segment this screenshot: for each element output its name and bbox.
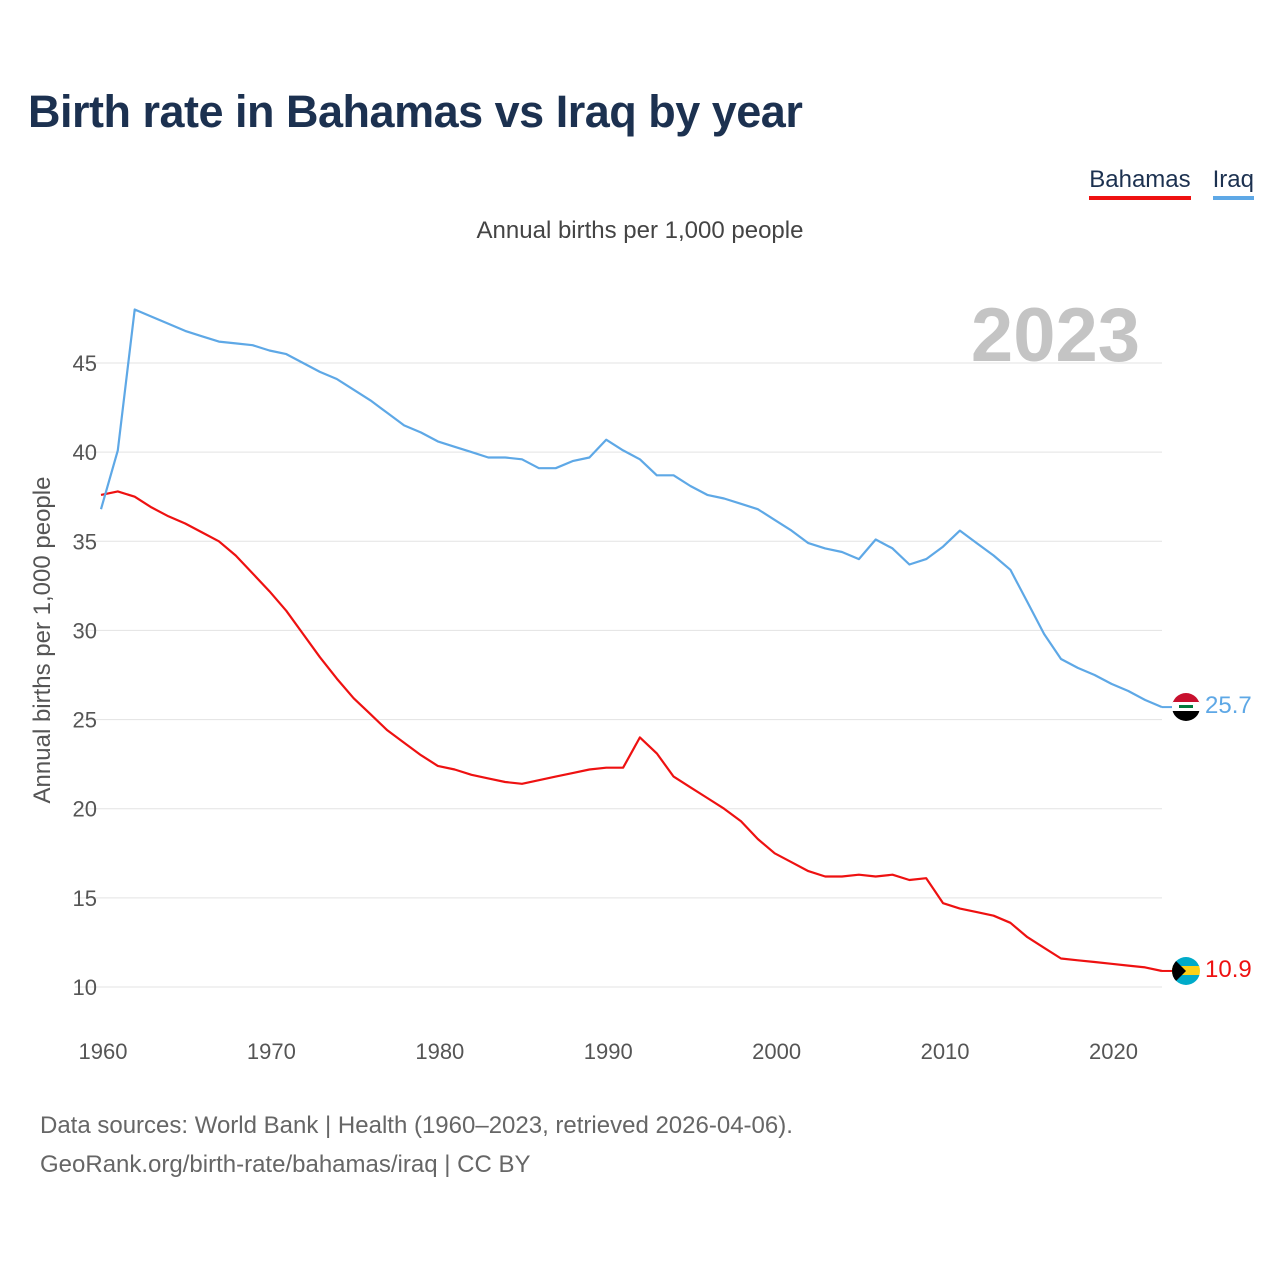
legend: Bahamas Iraq [1089, 166, 1254, 200]
x-tick-label: 1980 [415, 1039, 464, 1064]
y-tick-label: 10 [73, 975, 97, 1000]
footer: Data sources: World Bank | Health (1960–… [40, 1106, 793, 1184]
x-tick-label: 2010 [921, 1039, 970, 1064]
footer-link[interactable]: GeoRank.org/birth-rate/bahamas/iraq | CC… [40, 1151, 531, 1178]
iraq-flag-icon [1172, 693, 1200, 721]
y-tick-label: 30 [73, 618, 97, 643]
bahamas-flag-icon [1172, 957, 1200, 985]
x-tick-label: 1990 [584, 1039, 633, 1064]
y-tick-label: 35 [73, 529, 97, 554]
x-tick-label: 2000 [752, 1039, 801, 1064]
x-tick-label: 2020 [1089, 1039, 1138, 1064]
legend-item-iraq[interactable]: Iraq [1212, 166, 1254, 200]
legend-item-bahamas[interactable]: Bahamas [1089, 166, 1191, 200]
series-line-bahamas [100, 490, 1163, 973]
series-line-iraq [99, 308, 1163, 709]
y-axis-ticks: 10 15 20 25 30 35 40 45 [73, 351, 97, 1000]
y-tick-label: 15 [73, 886, 97, 911]
current-year-label: 2023 [971, 293, 1140, 378]
grid-lines [75, 362, 1162, 988]
y-tick-label: 20 [73, 797, 97, 822]
chart-title: Birth rate in Bahamas vs Iraq by year [28, 86, 803, 137]
bahamas-end-value: 10.9 [1205, 956, 1252, 983]
y-tick-label: 45 [73, 351, 97, 376]
x-tick-label: 1960 [79, 1039, 128, 1064]
x-tick-label: 1970 [247, 1039, 296, 1064]
y-tick-label: 25 [73, 708, 97, 733]
iraq-end-value: 25.7 [1205, 692, 1252, 719]
chart-subtitle: Annual births per 1,000 people [476, 217, 804, 244]
series-lines [99, 308, 1172, 973]
y-axis-label: Annual births per 1,000 people [29, 477, 56, 804]
x-axis-ticks: 1960 1970 1980 1990 2000 2010 2020 [79, 1039, 1138, 1064]
y-tick-label: 40 [73, 440, 97, 465]
line-chart: 10 15 20 25 30 35 40 45 1960 1970 1980 1990 2000 201… [29, 293, 1252, 1064]
footer-source: Data sources: World Bank | Health (1960–… [40, 1112, 793, 1139]
